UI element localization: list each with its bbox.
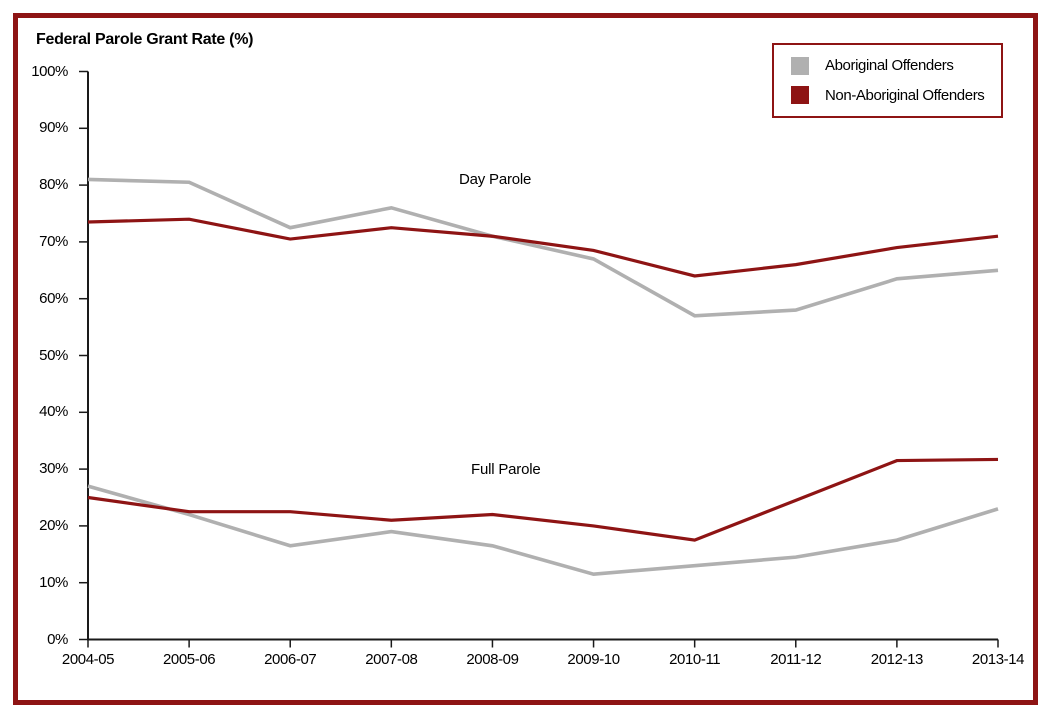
- legend: Aboriginal Offenders Non-Aboriginal Offe…: [772, 43, 1003, 118]
- full-parole-non-aboriginal-offenders-line: [87, 457, 999, 542]
- full-parole-aboriginal-offenders-line: [87, 484, 999, 577]
- legend-label-aboriginal: Aboriginal Offenders: [825, 57, 954, 75]
- full-parole-annotation: Full Parole: [471, 461, 541, 478]
- legend-item-non-aboriginal: Non-Aboriginal Offenders: [791, 86, 1001, 105]
- legend-swatch-non-aboriginal-icon: [791, 86, 809, 105]
- chart-frame: [13, 13, 1038, 705]
- legend-swatch-aboriginal-icon: [791, 56, 809, 75]
- axis-line: [87, 71, 998, 641]
- legend-item-aboriginal: Aboriginal Offenders: [791, 56, 1001, 75]
- day-parole-aboriginal-offenders-line: [87, 177, 999, 318]
- chart-title: Federal Parole Grant Rate (%): [36, 31, 254, 48]
- legend-label-non-aboriginal: Non-Aboriginal Offenders: [825, 86, 985, 104]
- day-parole-non-aboriginal-offenders-line: [87, 217, 999, 278]
- day-parole-annotation: Day Parole: [459, 171, 532, 188]
